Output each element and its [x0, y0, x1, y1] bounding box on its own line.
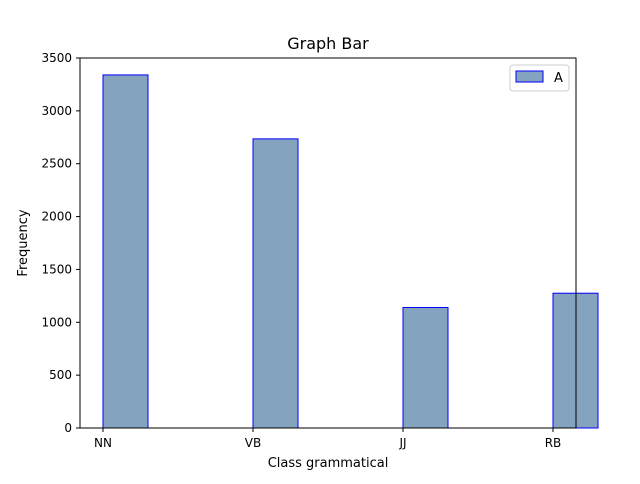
bar-nn — [102, 74, 149, 429]
y-axis: 0 500 1000 1500 2000 2500 3000 3500 — [41, 51, 80, 435]
x-tick-label-rb: RB — [545, 436, 562, 450]
y-tick-label-3000: 3000 — [41, 104, 72, 118]
chart-title: Graph Bar — [287, 34, 369, 53]
x-tick-label-jj: JJ — [398, 436, 406, 450]
plot-frame — [79, 57, 577, 429]
y-tick-label-0: 0 — [64, 421, 72, 435]
y-tick-label-2000: 2000 — [41, 210, 72, 224]
legend-label-a: A — [554, 71, 563, 86]
y-tick-label-500: 500 — [49, 368, 72, 382]
bar-jj — [402, 306, 449, 429]
y-tick-label-3500: 3500 — [41, 51, 72, 65]
x-tick-label-vb: VB — [245, 436, 261, 450]
legend: A — [509, 64, 570, 92]
legend-swatch-a — [515, 70, 544, 83]
x-axis-label: Class grammatical — [268, 456, 389, 471]
y-tick-label-2500: 2500 — [41, 157, 72, 171]
bars-layer — [102, 74, 599, 429]
y-axis-label: Frequency — [16, 209, 31, 276]
y-tick-label-1000: 1000 — [41, 315, 72, 329]
y-tick-label-1500: 1500 — [41, 262, 72, 276]
x-tick-label-nn: NN — [94, 436, 112, 450]
bar-vb — [252, 138, 299, 429]
x-axis: NN VB JJ RB — [94, 428, 561, 450]
